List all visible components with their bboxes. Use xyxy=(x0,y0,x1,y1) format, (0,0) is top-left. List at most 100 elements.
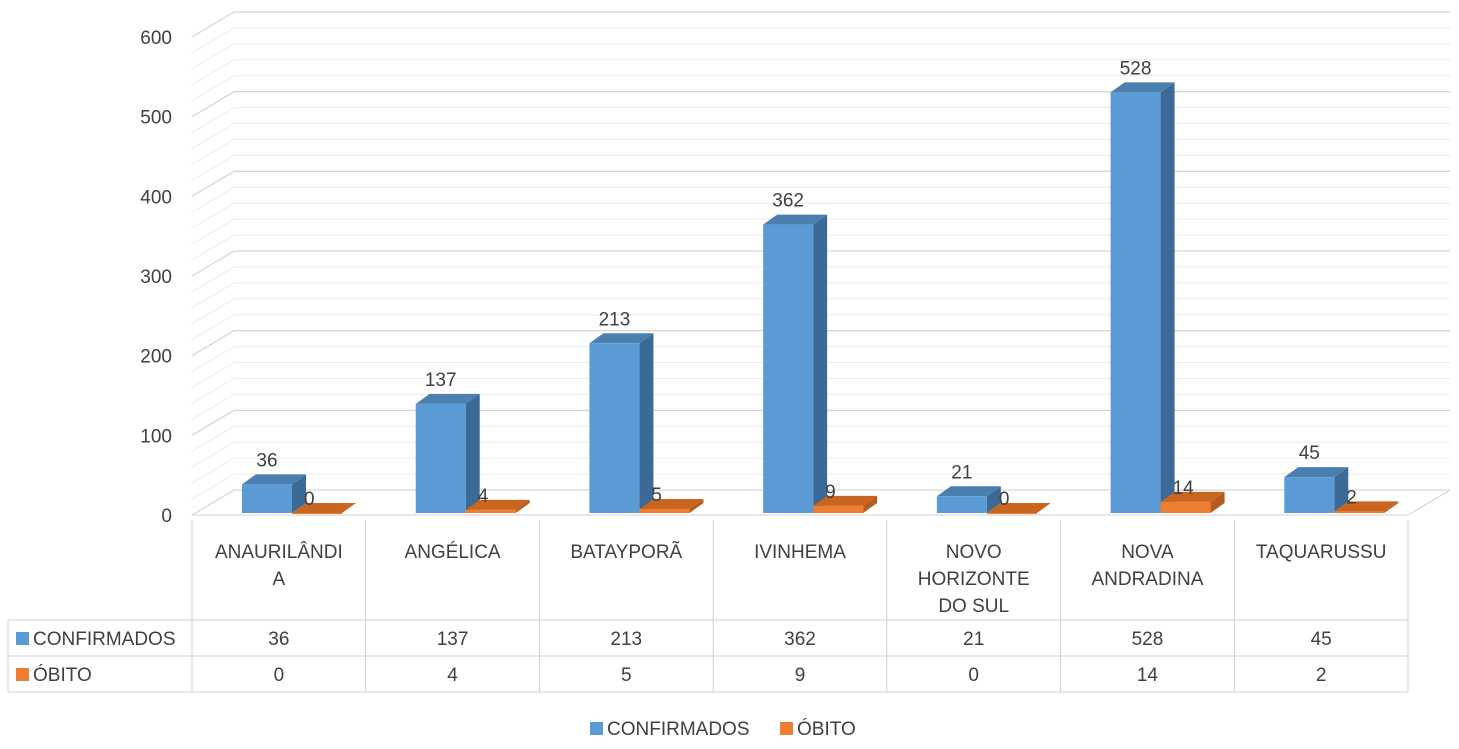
data-label: 362 xyxy=(772,191,804,212)
gridline-side xyxy=(191,314,235,341)
table-cell: 36 xyxy=(268,629,289,650)
gridline-side xyxy=(191,234,235,261)
y-tick-label: 200 xyxy=(140,347,172,368)
table-cell: 21 xyxy=(963,629,984,650)
gridline-side xyxy=(191,489,235,516)
bar-front xyxy=(936,496,987,513)
gridline-side xyxy=(191,11,235,38)
table-cell: 9 xyxy=(795,665,806,686)
bar-obito xyxy=(465,499,530,513)
table-cell: 528 xyxy=(1132,629,1164,650)
gridline-side xyxy=(191,123,235,149)
gridline-side xyxy=(191,91,235,118)
bar-confirmados xyxy=(936,486,1001,513)
bar-obito xyxy=(292,503,356,514)
bar-side xyxy=(292,474,306,513)
bar-top xyxy=(1110,82,1175,93)
bar-front xyxy=(813,505,864,513)
bar-top xyxy=(415,393,480,404)
y-tick-label: 400 xyxy=(140,187,172,208)
data-label: 5 xyxy=(651,485,662,506)
category-label-line: ANAURILÂNDI xyxy=(215,541,343,563)
bar-top xyxy=(1284,467,1349,478)
bar-confirmados xyxy=(1284,467,1349,513)
data-label: 14 xyxy=(1173,478,1195,499)
bar-side xyxy=(1160,82,1175,514)
y-tick-label: 500 xyxy=(140,108,172,129)
gridline-side xyxy=(191,362,235,388)
bar-confirmados xyxy=(242,474,306,513)
gridline-side xyxy=(191,346,235,373)
bar-top xyxy=(936,486,1001,497)
table-series-name: ÓBITO xyxy=(33,664,92,686)
data-label: 0 xyxy=(999,489,1010,510)
bar-side xyxy=(813,214,828,513)
category-label: TAQUARUSSU xyxy=(1256,542,1387,563)
category-label: ANAURILÂNDI A xyxy=(215,541,343,590)
data-label: 213 xyxy=(599,309,631,330)
bar-top xyxy=(1160,491,1225,502)
category-label-line: BATAYPORÃ xyxy=(570,541,682,563)
table-cell: 45 xyxy=(1311,629,1332,650)
gridline-side xyxy=(191,425,235,452)
data-label: 2 xyxy=(1346,487,1357,508)
table-cell: 137 xyxy=(437,629,469,650)
bar-front xyxy=(1110,92,1161,514)
data-label: 9 xyxy=(825,482,836,503)
category-label-line: ANDRADINA xyxy=(1091,569,1203,590)
gridline-side xyxy=(191,27,235,54)
bar-front xyxy=(986,513,1037,514)
bar-confirmados xyxy=(763,214,828,513)
bar-front xyxy=(415,403,466,513)
bar-front xyxy=(242,484,292,513)
gridline-side xyxy=(191,75,235,102)
legend-key xyxy=(590,722,603,735)
bar-side xyxy=(465,393,480,513)
table-cell: 0 xyxy=(968,665,979,686)
gridline-side xyxy=(191,186,235,213)
bar-top xyxy=(589,333,654,344)
category-label: BATAYPORÃ xyxy=(570,541,682,563)
table-cell: 14 xyxy=(1137,665,1159,686)
bar-obito xyxy=(986,503,1051,514)
bar-confirmados xyxy=(589,333,654,513)
bar-top xyxy=(639,499,704,510)
gridline-side xyxy=(191,59,235,86)
category-label: NOVA ANDRADINA xyxy=(1091,542,1203,590)
bar-front xyxy=(589,343,640,513)
bar-obito xyxy=(1334,501,1399,513)
bar-side xyxy=(639,333,654,513)
category-label: ANGÉLICA xyxy=(405,542,501,563)
table-cell: 0 xyxy=(274,665,285,686)
gridline-side xyxy=(191,107,235,134)
bar-obito xyxy=(1160,491,1225,513)
bar-front xyxy=(639,509,690,513)
bar-side xyxy=(1384,501,1399,513)
gridline-side xyxy=(191,43,235,70)
data-label: 0 xyxy=(304,489,315,510)
gridline-side xyxy=(191,473,235,500)
gridline-side xyxy=(191,378,235,404)
gridline-side xyxy=(191,393,235,420)
category-label-line: HORIZONTE xyxy=(918,569,1030,590)
gridline-side xyxy=(191,202,235,229)
table-series-name: CONFIRMADOS xyxy=(33,629,176,650)
legend-label: CONFIRMADOS xyxy=(607,719,750,740)
gridline-side xyxy=(191,409,235,436)
table-cell: 4 xyxy=(447,665,458,686)
bar-top xyxy=(986,503,1051,513)
bar-front xyxy=(1284,477,1335,513)
table-legend-key xyxy=(16,668,29,681)
bar-front xyxy=(1160,501,1211,513)
category-label: IVINHEMA xyxy=(754,542,846,563)
category-label-line: NOVA xyxy=(1121,542,1174,563)
bar-top xyxy=(465,499,530,510)
data-table: ANAURILÂNDI A ANGÉLICA BATAYPORÃ IVINHEMA NOV… xyxy=(7,520,1409,693)
bar-confirmados xyxy=(415,393,480,513)
table-cell: 362 xyxy=(784,629,816,650)
bar-front xyxy=(465,509,516,513)
bar-front xyxy=(763,224,814,513)
y-tick-label: 600 xyxy=(140,28,172,49)
